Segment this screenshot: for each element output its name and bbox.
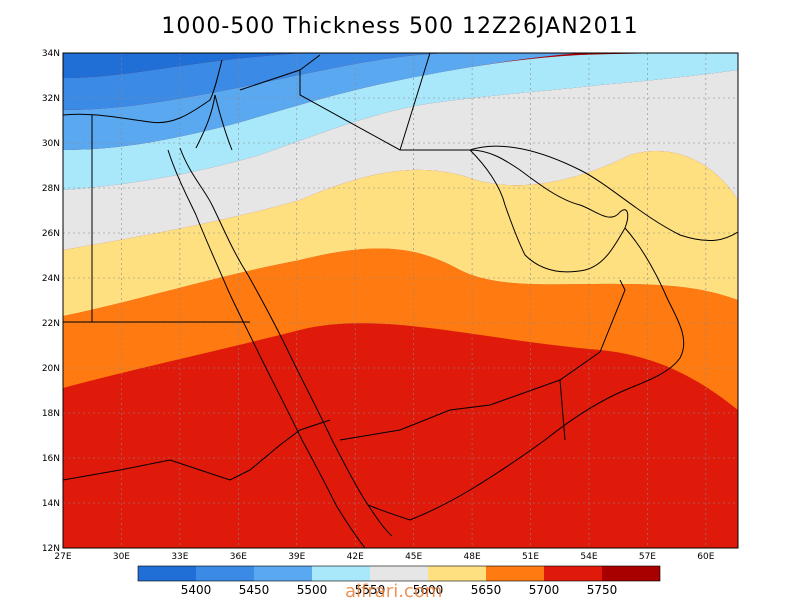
- lat-label: 16N: [42, 454, 60, 464]
- band-5750: [63, 323, 738, 548]
- lat-label: 34N: [42, 49, 60, 59]
- colorbar-label: 5450: [239, 583, 270, 597]
- saudi-border-north: [239, 69, 470, 151]
- colorbar-swatch: [486, 566, 544, 581]
- colorbar-label: 5700: [529, 583, 560, 597]
- lat-label: 32N: [42, 94, 60, 104]
- lon-label: 39E: [288, 552, 305, 562]
- lon-label: 51E: [522, 552, 539, 562]
- coastlines-borders: [63, 53, 738, 548]
- longitude-labels: 27E 30E 33E 36E 39E 42E 45E 48E 51E 54E 57E 60E: [54, 552, 714, 562]
- band-5700: [63, 248, 738, 410]
- band-5600: [63, 70, 738, 250]
- band-5650: [63, 151, 738, 316]
- lon-label: 45E: [405, 552, 422, 562]
- colorbar-label: 5400: [181, 583, 212, 597]
- iran-coast: [469, 145, 738, 242]
- lat-label: 24N: [42, 274, 60, 284]
- colorbar-swatch: [196, 566, 254, 581]
- arabian-sea-coast: [409, 227, 685, 521]
- colorbar-label: 5750: [587, 583, 618, 597]
- lon-label: 48E: [464, 552, 481, 562]
- red-sea-coast-west: [167, 149, 337, 506]
- band-5550: [63, 53, 738, 190]
- sudan-south-border: [63, 459, 251, 481]
- latitude-labels: 34N 32N 30N 28N 26N 24N 22N 20N 18N 16N 14N 12N: [42, 49, 60, 554]
- lon-label: 30E: [113, 552, 130, 562]
- red-sea-coast-east: [179, 147, 393, 537]
- jordan-iraq-border: [299, 53, 431, 151]
- colorbar-label: 5550: [355, 583, 386, 597]
- colorbar-frame: [137, 565, 661, 582]
- colorbar-label: 5500: [297, 583, 328, 597]
- lon-label: 54E: [580, 552, 597, 562]
- watermark-text: alfrari.com: [345, 581, 443, 602]
- lon-label: 36E: [230, 552, 247, 562]
- lon-label: 60E: [697, 552, 714, 562]
- lon-label: 33E: [171, 552, 188, 562]
- mediterranean-coast: [63, 59, 223, 124]
- lat-label: 18N: [42, 409, 60, 419]
- colorbar-label: 5600: [413, 583, 444, 597]
- colorbar-swatch: [602, 566, 660, 581]
- colorbar: 5400 5450 5500 5550 5600 5650 5700 5750: [137, 565, 661, 597]
- band-5450: [63, 53, 460, 110]
- colorbar-label: 5650: [471, 583, 502, 597]
- lat-label: 28N: [42, 184, 60, 194]
- lat-label: 30N: [42, 139, 60, 149]
- lon-label: 27E: [54, 552, 71, 562]
- lon-label: 42E: [347, 552, 364, 562]
- lat-label: 20N: [42, 364, 60, 374]
- map-frame: [62, 52, 739, 549]
- colorbar-swatch: [138, 566, 196, 581]
- lat-label: 12N: [42, 544, 60, 554]
- colorbar-swatch: [254, 566, 312, 581]
- oman-border: [559, 279, 626, 441]
- colorbar-swatch: [312, 566, 370, 581]
- thickness-bands: [63, 53, 738, 548]
- colorbar-swatch: [370, 566, 428, 581]
- colorbar-swatch: [544, 566, 602, 581]
- band-5500: [63, 53, 580, 150]
- ethiopia-border: [249, 419, 331, 471]
- chart-title: 1000-500 Thickness 500 12Z26JAN2011: [161, 14, 639, 39]
- lon-label: 57E: [639, 552, 656, 562]
- lat-label: 14N: [42, 499, 60, 509]
- band-5400: [63, 53, 300, 78]
- lat-label: 26N: [42, 229, 60, 239]
- lat-label: 22N: [42, 319, 60, 329]
- horn-of-africa-coast: [335, 504, 366, 548]
- sinai-coast: [195, 94, 233, 151]
- colorbar-swatch: [428, 566, 486, 581]
- gulf-of-aden-coast: [367, 504, 411, 521]
- saudi-border-south: [339, 351, 601, 441]
